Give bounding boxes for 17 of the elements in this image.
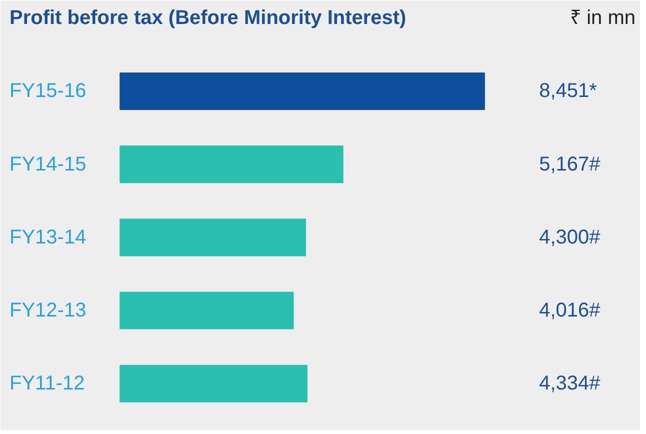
y-tick-label: FY14-15 bbox=[10, 153, 86, 176]
bar bbox=[120, 72, 485, 110]
bar bbox=[120, 218, 306, 256]
data-label: 5,167# bbox=[539, 153, 602, 176]
y-tick-label: FY11-12 bbox=[10, 372, 85, 395]
bar bbox=[120, 292, 294, 330]
chart-title: Profit before tax (Before Minority Interest) bbox=[10, 7, 406, 30]
bar bbox=[120, 146, 344, 184]
y-tick-label: FY12-13 bbox=[10, 300, 86, 322]
y-tick-label: FY15-16 bbox=[10, 80, 86, 102]
data-label: 4,016# bbox=[539, 300, 602, 322]
data-label: 4,300# bbox=[539, 226, 602, 248]
y-tick-label: FY13-14 bbox=[10, 226, 86, 248]
data-label: 4,334# bbox=[539, 372, 602, 395]
data-label: 8,451* bbox=[539, 80, 598, 102]
text: ₹ in mn bbox=[570, 7, 636, 30]
bar bbox=[120, 364, 308, 402]
